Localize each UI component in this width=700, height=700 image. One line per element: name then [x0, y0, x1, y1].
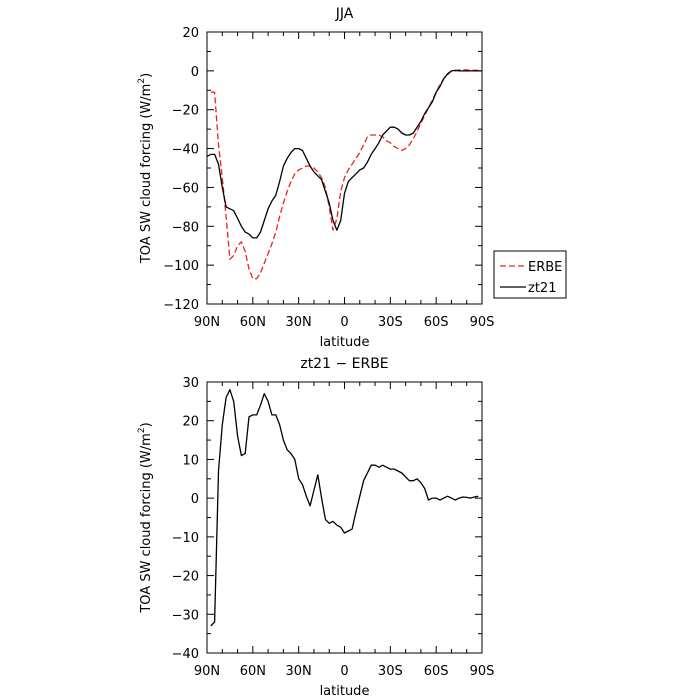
top-x-axis-label: latitude: [320, 335, 370, 350]
bottom-y-axis-label-sup: 2: [137, 427, 147, 433]
top-y-axis-label-main: TOA SW cloud forcing (W/m: [139, 84, 154, 265]
bottom-difference-series-line: [210, 389, 479, 627]
bottom-x-tick-label: 90N: [194, 664, 220, 679]
bottom-y-tick-label: 0: [191, 492, 199, 507]
bottom-y-tick-label: 30: [182, 376, 199, 391]
bottom-y-tick-label: 10: [182, 453, 199, 468]
legend-erbe-label: ERBE: [528, 260, 562, 275]
top-x-tick-label: 0: [340, 315, 348, 330]
top-x-tick-label: 60S: [424, 315, 449, 330]
bottom-x-tick-label: 30N: [286, 664, 312, 679]
bottom-y-axis-label: TOA SW cloud forcing (W/m2): [137, 422, 154, 613]
bottom-x-tick-label: 0: [340, 664, 348, 679]
bottom-y-tick-label: −40: [172, 647, 199, 662]
top-x-tick-label: 30N: [286, 315, 312, 330]
top-chart-title: JJA: [335, 6, 354, 22]
top-x-tick-label: 90S: [470, 315, 495, 330]
bottom-chart-title: zt21 − ERBE: [300, 356, 388, 372]
top-y-tick-label: −40: [172, 143, 199, 158]
bottom-y-tick-label: −10: [172, 531, 199, 546]
legend-box: [493, 250, 567, 299]
bottom-x-tick-label: 60S: [424, 664, 449, 679]
top-y-tick-label: 0: [191, 65, 199, 80]
top-x-tick-label: 60N: [240, 315, 266, 330]
bottom-y-tick-label: −20: [172, 570, 199, 585]
bottom-y-axis-label-close: ): [139, 422, 154, 427]
top-erbe-series-line: [210, 69, 483, 280]
top-x-tick-label: 90N: [194, 315, 220, 330]
top-y-tick-label: −120: [163, 298, 199, 313]
bottom-y-axis-label-main: TOA SW cloud forcing (W/m: [139, 433, 154, 614]
top-y-tick-label: −20: [172, 104, 199, 119]
top-y-axis-label: TOA SW cloud forcing (W/m2): [137, 73, 154, 264]
bottom-x-tick-label: 90S: [470, 664, 495, 679]
top-y-tick-label: −100: [163, 259, 199, 274]
bottom-panel: zt21 − ERBE 90N 60N 30N 0 30S 60S 90S −40 −30 −20 −…: [137, 356, 494, 699]
top-panel: JJA 90N 60N 30N 0 30S 60S 90S −120 −100 −80 −60 −40 −…: [137, 6, 567, 350]
top-y-axis-label-sup: 2: [137, 78, 147, 84]
top-y-tick-label: −60: [172, 181, 199, 196]
top-zt21-series-line: [206, 69, 482, 239]
top-y-tick-label: 20: [182, 26, 199, 41]
top-x-tick-label: 30S: [378, 315, 403, 330]
top-plot-frame: [206, 31, 483, 305]
bottom-y-tick-label: −30: [172, 608, 199, 623]
legend: ERBE zt21: [493, 250, 567, 299]
bottom-y-tick-label: 20: [182, 415, 199, 430]
bottom-x-axis-label: latitude: [320, 684, 370, 699]
top-y-tick-label: −80: [172, 220, 199, 235]
legend-zt21-label: zt21: [528, 281, 556, 296]
bottom-x-tick-label: 30S: [378, 664, 403, 679]
bottom-x-tick-label: 60N: [240, 664, 266, 679]
top-y-axis-label-close: ): [139, 73, 154, 78]
